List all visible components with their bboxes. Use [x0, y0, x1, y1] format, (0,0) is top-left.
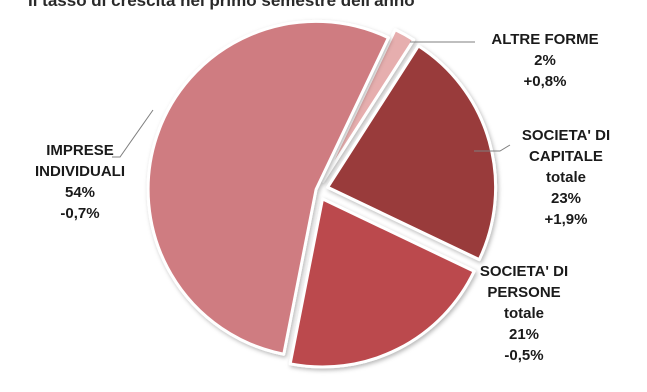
slice-label-line: IMPRESE: [46, 142, 114, 159]
slice-label-line: +0,8%: [524, 73, 567, 90]
slice-label-line: SOCIETA' DI: [480, 263, 568, 280]
slice-label-line: SOCIETA' DI: [522, 127, 610, 144]
pie-slice-imprese-individuali: [146, 19, 390, 356]
pie-slice-societa-di-capitale-totale: [326, 44, 498, 262]
slice-label-line: +1,9%: [545, 211, 588, 228]
slice-label-line: 2%: [534, 52, 556, 69]
slice-label-line: 54%: [65, 184, 95, 201]
slice-label-line: 21%: [509, 326, 539, 343]
slice-label-societa-di-persone-totale: SOCIETA' DI PERSONE totale 21% -0,5%: [480, 263, 568, 364]
slice-label-line: -0,7%: [60, 205, 99, 222]
pie-slices: [146, 19, 498, 369]
leader-line-societa-di-capitale-totale: [474, 144, 511, 152]
slice-label-line: INDIVIDUALI: [35, 163, 125, 180]
leader-line-imprese-individuali: [112, 109, 154, 158]
slice-label-line: ALTRE FORME: [491, 31, 598, 48]
slice-label-line: totale: [504, 305, 544, 322]
slice-label-societa-di-capitale-totale: SOCIETA' DI CAPITALE totale 23% +1,9%: [522, 127, 610, 228]
slice-label-line: -0,5%: [504, 347, 543, 364]
slice-label-line: PERSONE: [487, 284, 560, 301]
slice-labels: ALTRE FORME 2% +0,8% SOCIETA' DI CAPITALE tot…: [35, 31, 610, 364]
chart-title: Il tasso di crescita nel primo semestre …: [28, 0, 415, 10]
slice-label-line: totale: [546, 169, 586, 186]
slice-label-altre-forme: ALTRE FORME 2% +0,8%: [491, 31, 598, 90]
slice-label-imprese-individuali: IMPRESE INDIVIDUALI 54% -0,7%: [35, 142, 125, 222]
pie-slice-altre-forme: [321, 28, 416, 183]
leader-lines: [112, 41, 511, 158]
pie-slice-societa-di-persone-totale: [288, 197, 476, 369]
slice-label-line: 23%: [551, 190, 581, 207]
slice-label-line: CAPITALE: [529, 148, 603, 165]
